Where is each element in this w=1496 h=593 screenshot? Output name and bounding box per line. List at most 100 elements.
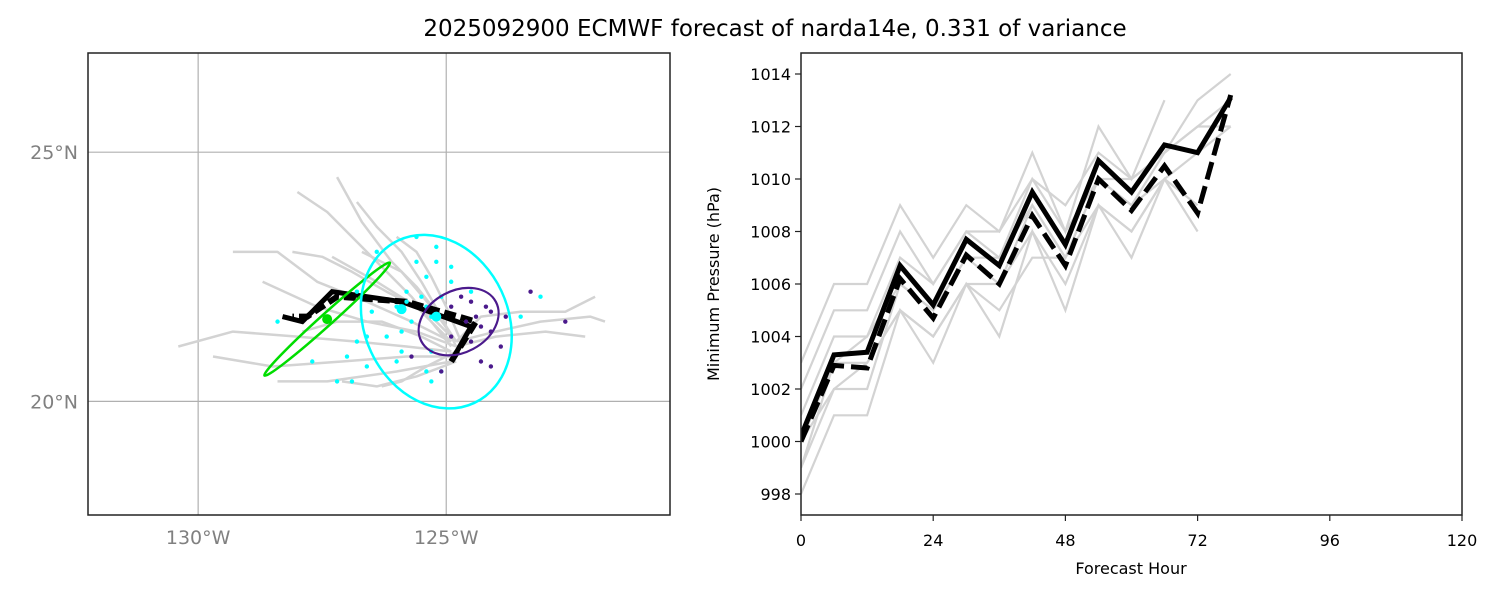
cyan-point: [310, 359, 315, 364]
member-track: [277, 360, 452, 383]
member-track: [301, 320, 452, 353]
cyan-point: [374, 249, 379, 255]
cyan-point: [434, 244, 439, 250]
cyan-point: [518, 314, 523, 319]
pressure-plot-area: [801, 73, 1234, 495]
mean-tracks: [281, 289, 481, 364]
green-ellipse: [263, 261, 392, 378]
purple-point: [503, 314, 508, 319]
member-pressure-lines: [801, 73, 1232, 495]
cyan-point: [538, 294, 543, 299]
map-y-tick-label: 20°N: [30, 391, 78, 413]
cyan-centroid-point: [396, 304, 407, 315]
pressure-chart-panel: 0 24 48 72 96 120 998 1000 1002 1004 1006 1008 1010…: [704, 52, 1477, 578]
purple-point: [478, 359, 484, 364]
purple-point: [478, 324, 484, 329]
purple-point: [488, 364, 494, 369]
cyan-point: [275, 319, 280, 324]
member-track: [331, 255, 453, 343]
map-x-tick-label: 125°W: [414, 527, 479, 549]
mean-track-dashed: [292, 293, 481, 364]
member-track: [177, 330, 452, 353]
y-tick-label: 1000: [750, 433, 791, 452]
map-plot-area: [177, 176, 606, 410]
x-tick-label: 24: [923, 531, 943, 550]
x-tick-label: 48: [1055, 531, 1075, 550]
cyan-point: [414, 259, 419, 265]
cyan-point: [399, 349, 404, 354]
track-map-panel: 130°W 125°W 25°N 20°N: [30, 52, 671, 549]
y-tick-label: 1008: [750, 223, 791, 242]
y-tick-label: 1002: [750, 380, 791, 399]
cyan-point: [429, 379, 434, 384]
member-pressure-line: [801, 125, 1232, 442]
map-tick-labels: 130°W 125°W 25°N 20°N: [30, 142, 479, 549]
pressure-x-ticks: 0 24 48 72 96 120: [796, 515, 1477, 550]
cyan-point: [424, 369, 429, 374]
member-track: [355, 201, 458, 348]
y-tick-label: 1012: [750, 118, 791, 137]
member-track: [455, 330, 586, 348]
cyan-point: [354, 289, 360, 294]
cyan-point: [394, 359, 399, 364]
cyan-point: [384, 334, 389, 339]
purple-ellipse: [417, 286, 500, 357]
purple-point: [473, 314, 479, 319]
purple-point: [409, 354, 414, 359]
purple-point: [458, 294, 464, 299]
cyan-point: [434, 259, 439, 265]
cyan-ellipse: [359, 233, 513, 410]
member-pressure-line: [801, 178, 1166, 495]
x-tick-label: 96: [1320, 531, 1340, 550]
pressure-line-mean-dashed: [801, 94, 1234, 443]
cyan-point: [404, 289, 409, 294]
member-track: [361, 250, 458, 343]
x-tick-label: 120: [1447, 531, 1478, 550]
map-frame: [87, 52, 671, 516]
y-tick-label: 1014: [750, 65, 791, 84]
cyan-point: [334, 379, 340, 384]
x-axis-label: Forecast Hour: [1075, 559, 1187, 578]
purple-point: [468, 299, 474, 304]
purple-point: [468, 339, 474, 344]
member-pressure-line: [801, 99, 1166, 364]
cyan-point: [424, 274, 429, 279]
cyan-point: [404, 299, 409, 304]
y-tick-label: 1006: [750, 275, 791, 294]
map-gridlines: [88, 53, 670, 515]
cyan-point: [344, 354, 350, 359]
map-x-tick-label: 130°W: [166, 527, 231, 549]
cyan-point: [448, 279, 454, 284]
purple-point: [498, 344, 504, 349]
figure-title: 2025092900 ECMWF forecast of narda14e, 0…: [423, 16, 1126, 42]
uncertainty-ellipses: [263, 233, 513, 410]
x-tick-label: 72: [1187, 531, 1207, 550]
purple-point: [563, 319, 568, 324]
scatter-points: [275, 234, 568, 384]
purple-point: [448, 304, 454, 309]
pressure-line-mean: [801, 96, 1233, 438]
green-centroid-point: [322, 314, 333, 325]
cyan-point: [354, 339, 360, 344]
y-tick-label: 1004: [750, 328, 791, 347]
y-axis-label: Minimum Pressure (hPa): [704, 187, 723, 381]
x-tick-label: 0: [796, 531, 806, 550]
cyan-point: [399, 329, 404, 334]
cyan-centroid-point: [431, 311, 442, 322]
cyan-point: [349, 379, 355, 384]
cyan-point: [369, 309, 375, 314]
purple-point: [488, 309, 494, 314]
member-track: [455, 315, 606, 343]
member-track: [212, 355, 457, 368]
purple-point: [448, 334, 454, 339]
cyan-point: [468, 289, 474, 294]
map-y-tick-label: 25°N: [30, 142, 78, 164]
member-pressure-line: [801, 177, 1199, 469]
cyan-point: [448, 264, 454, 270]
y-tick-label: 1010: [750, 170, 791, 189]
purple-point: [483, 304, 489, 309]
cyan-point: [409, 319, 414, 324]
purple-point: [439, 369, 444, 374]
y-tick-label: 998: [760, 485, 791, 504]
